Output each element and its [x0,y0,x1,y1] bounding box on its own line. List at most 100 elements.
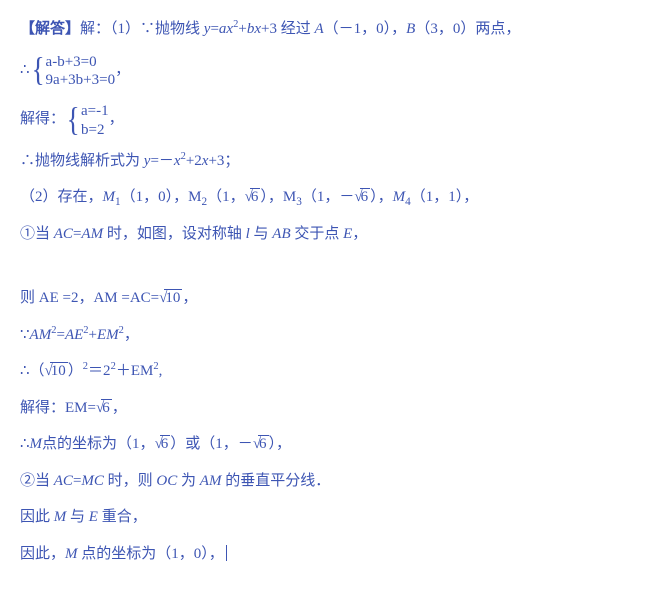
t: 点的坐标为（1，0）， [81,546,224,562]
t: ， [352,226,367,242]
line-14: 因此，M 点的坐标为（1，0）， [20,543,640,566]
v: EM [97,327,119,343]
t: （1，－ [302,189,355,205]
eq: 9a+3b+3=0 [46,71,116,90]
eq: b=2 [81,121,109,140]
t: ②当 [20,473,50,489]
line-3: 解得： a=-1 b=2 ， [20,100,640,140]
system-1: a-b+3=0 9a+3b+3=0 [30,53,116,91]
t: ）， [260,189,283,205]
t: （2）存在， [20,189,103,205]
v: M [393,189,406,205]
v: B [406,21,415,37]
t: ①当 [20,226,54,242]
v: M [103,189,116,205]
line-4: ∴抛物线解析式为 y=－x2+2x+3； [20,150,640,173]
sqrt: √6 [354,186,370,209]
v: AB [272,226,290,242]
t: 与 [70,509,89,525]
t: 重合， [98,509,147,525]
v: AE [65,327,83,343]
line-9: ∴（√10）2＝22＋EM2, [20,360,640,383]
t: = [210,21,218,37]
v: AC [54,226,73,242]
v: AM [200,473,222,489]
t: 则 [20,290,39,306]
t: ， [112,400,127,416]
t: ∴（ [20,363,45,379]
t: ） [68,363,83,379]
line-8: ∵AM2=AE2+EM2， [20,324,640,347]
t: +2 [186,153,202,169]
line-1: 【解答】解：（1）∵抛物线 y=ax2+bx+3 经过 A（－1，0），B（3，… [20,18,640,41]
t: 时，则 [108,473,153,489]
spacer [20,255,640,273]
t: 解：（1）∵抛物线 [80,21,204,37]
t: 的垂直平分线． [225,473,330,489]
t: ， [109,111,124,127]
t: 因此 [20,509,54,525]
t: ∵ [20,327,30,343]
t: （1，0）， [121,189,189,205]
v: M [65,546,78,562]
t: ∴抛物线解析式为 [20,153,144,169]
t: ， [124,327,139,343]
t: =－ [150,153,173,169]
line-11: ∴M点的坐标为（1，√6）或（1，－√6）， [20,433,640,456]
v: MC [81,473,104,489]
t: = [56,327,64,343]
t: + [238,21,246,37]
line-5: （2）存在，M1（1，0），M2（1，√6），M3（1，－√6），M4（1，1）… [20,186,640,209]
t: 解得：EM= [20,400,96,416]
v: E [89,509,98,525]
t: 点的坐标为（1， [42,436,155,452]
sqrt: √6 [155,433,171,456]
sqrt: √10 [159,287,182,310]
v: M [54,509,67,525]
line-13: 因此 M 与 E 重合， [20,506,640,529]
t: 交于点 [291,226,344,242]
text-cursor [226,545,227,561]
t: ）， [269,436,292,452]
eq: a-b+3=0 [46,53,116,72]
sqrt: √6 [96,397,112,420]
t: 为 [181,473,196,489]
t: ∴ [20,62,30,78]
v: M [283,189,296,205]
v: M [188,189,201,205]
v: OC [156,473,177,489]
t: （1， [207,189,245,205]
sqrt: √10 [45,360,68,383]
v: A [314,21,323,37]
t: 因此， [20,546,65,562]
t: 与 [250,226,273,242]
v: AM [30,327,52,343]
t: + [89,327,97,343]
t: ）或（1，－ [170,436,253,452]
v: AM [81,226,103,242]
v: x [174,153,181,169]
t: , [159,363,163,379]
t: （3，0）两点， [415,21,520,37]
answer-label: 【解答】 [20,21,80,37]
line-2: ∴ a-b+3=0 9a+3b+3=0 ， [20,51,640,91]
t: ＋EM [116,363,154,379]
sqrt: √6 [253,433,269,456]
t: +3； [208,153,239,169]
line-6: ①当 AC=AM 时，如图，设对称轴 l 与 AB 交于点 E， [20,223,640,246]
v: x [254,21,261,37]
t: （－1，0）， [324,21,407,37]
eq: a=-1 [81,102,109,121]
t: ， [115,62,130,78]
v: M [30,436,43,452]
t: 时，如图，设对称轴 [103,226,246,242]
t: 解得： [20,111,65,127]
t: ）， [370,189,393,205]
v: AC [54,473,73,489]
line-12: ②当 AC=MC 时，则 OC 为 AM 的垂直平分线． [20,470,640,493]
t: ∴ [20,436,30,452]
line-7: 则 AE =2，AM =AC=√10， [20,287,640,310]
sqrt: √6 [245,186,261,209]
t: +3 经过 [261,21,314,37]
v: E [343,226,352,242]
